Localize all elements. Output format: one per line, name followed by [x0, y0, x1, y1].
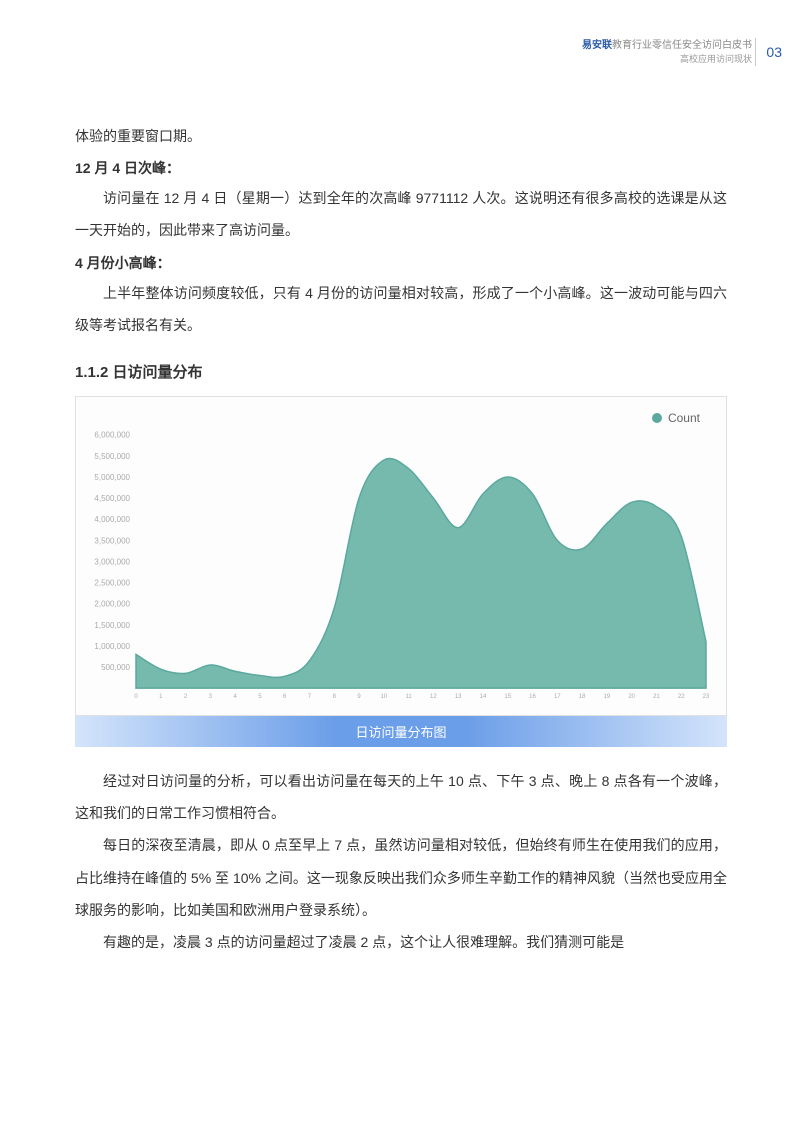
header-title-rest: 教育行业零信任安全访问白皮书 — [612, 40, 752, 51]
svg-text:4: 4 — [233, 694, 237, 700]
svg-text:1,000,000: 1,000,000 — [94, 642, 130, 651]
header-brand: 易安联 — [582, 40, 612, 51]
page-number: 03 — [755, 38, 782, 66]
area-series — [136, 458, 706, 688]
svg-text:7: 7 — [308, 694, 312, 700]
svg-text:6,000,000: 6,000,000 — [94, 431, 130, 440]
svg-text:14: 14 — [480, 694, 487, 700]
svg-text:2,000,000: 2,000,000 — [94, 600, 130, 609]
paragraph-analysis-2: 每日的深夜至清晨，即从 0 点至早上 7 点，虽然访问量相对较低，但始终有师生在… — [75, 829, 727, 926]
svg-text:3,500,000: 3,500,000 — [94, 536, 130, 545]
chart-svg: 500,000 1,000,000 1,500,000 2,000,000 2,500,… — [76, 397, 726, 715]
header-title: 易安联教育行业零信任安全访问白皮书 — [582, 38, 752, 53]
svg-text:15: 15 — [504, 694, 511, 700]
section-title: 1.1.2 日访问量分布 — [75, 361, 727, 382]
svg-text:19: 19 — [604, 694, 611, 700]
svg-text:3: 3 — [209, 694, 213, 700]
subheading-dec4: 12 月 4 日次峰： — [75, 158, 727, 178]
svg-text:20: 20 — [628, 694, 635, 700]
svg-text:11: 11 — [405, 694, 412, 700]
paragraph-april: 上半年整体访问频度较低，只有 4 月份的访问量相对较高，形成了一个小高峰。这一波… — [75, 277, 727, 341]
svg-text:23: 23 — [703, 694, 710, 700]
svg-text:9: 9 — [357, 694, 361, 700]
svg-text:10: 10 — [380, 694, 387, 700]
svg-text:5,500,000: 5,500,000 — [94, 452, 130, 461]
svg-text:22: 22 — [678, 694, 685, 700]
page-header: 易安联教育行业零信任安全访问白皮书 高校应用访问现状 — [582, 38, 752, 67]
svg-text:1: 1 — [159, 694, 163, 700]
header-subtitle: 高校应用访问现状 — [582, 53, 752, 67]
svg-text:8: 8 — [333, 694, 337, 700]
svg-text:2,500,000: 2,500,000 — [94, 579, 130, 588]
svg-text:5: 5 — [258, 694, 262, 700]
paragraph-analysis-3: 有趣的是，凌晨 3 点的访问量超过了凌晨 2 点，这个让人很难理解。我们猜测可能… — [75, 926, 727, 958]
svg-text:4,000,000: 4,000,000 — [94, 515, 130, 524]
chart-caption: 日访问量分布图 — [75, 716, 727, 747]
svg-text:12: 12 — [430, 694, 437, 700]
svg-text:5,000,000: 5,000,000 — [94, 473, 130, 482]
svg-text:1,500,000: 1,500,000 — [94, 621, 130, 630]
paragraph-intro: 体验的重要窗口期。 — [75, 120, 727, 152]
svg-text:18: 18 — [579, 694, 586, 700]
svg-text:3,000,000: 3,000,000 — [94, 557, 130, 566]
svg-text:13: 13 — [455, 694, 462, 700]
svg-text:16: 16 — [529, 694, 536, 700]
paragraph-analysis-1: 经过对日访问量的分析，可以看出访问量在每天的上午 10 点、下午 3 点、晚上 … — [75, 765, 727, 829]
page-content: 体验的重要窗口期。 12 月 4 日次峰： 访问量在 12 月 4 日（星期一）… — [75, 120, 727, 958]
svg-text:21: 21 — [653, 694, 660, 700]
svg-text:0: 0 — [134, 694, 138, 700]
svg-text:17: 17 — [554, 694, 561, 700]
svg-text:4,500,000: 4,500,000 — [94, 494, 130, 503]
svg-text:6: 6 — [283, 694, 287, 700]
svg-text:500,000: 500,000 — [101, 663, 130, 672]
daily-visits-chart: Count 500,0001,000,0001,500,0002,000,000… — [75, 396, 727, 716]
subheading-april: 4 月份小高峰： — [75, 253, 727, 273]
paragraph-dec4: 访问量在 12 月 4 日（星期一）达到全年的次高峰 9771112 人次。这说… — [75, 182, 727, 246]
svg-text:2: 2 — [184, 694, 188, 700]
